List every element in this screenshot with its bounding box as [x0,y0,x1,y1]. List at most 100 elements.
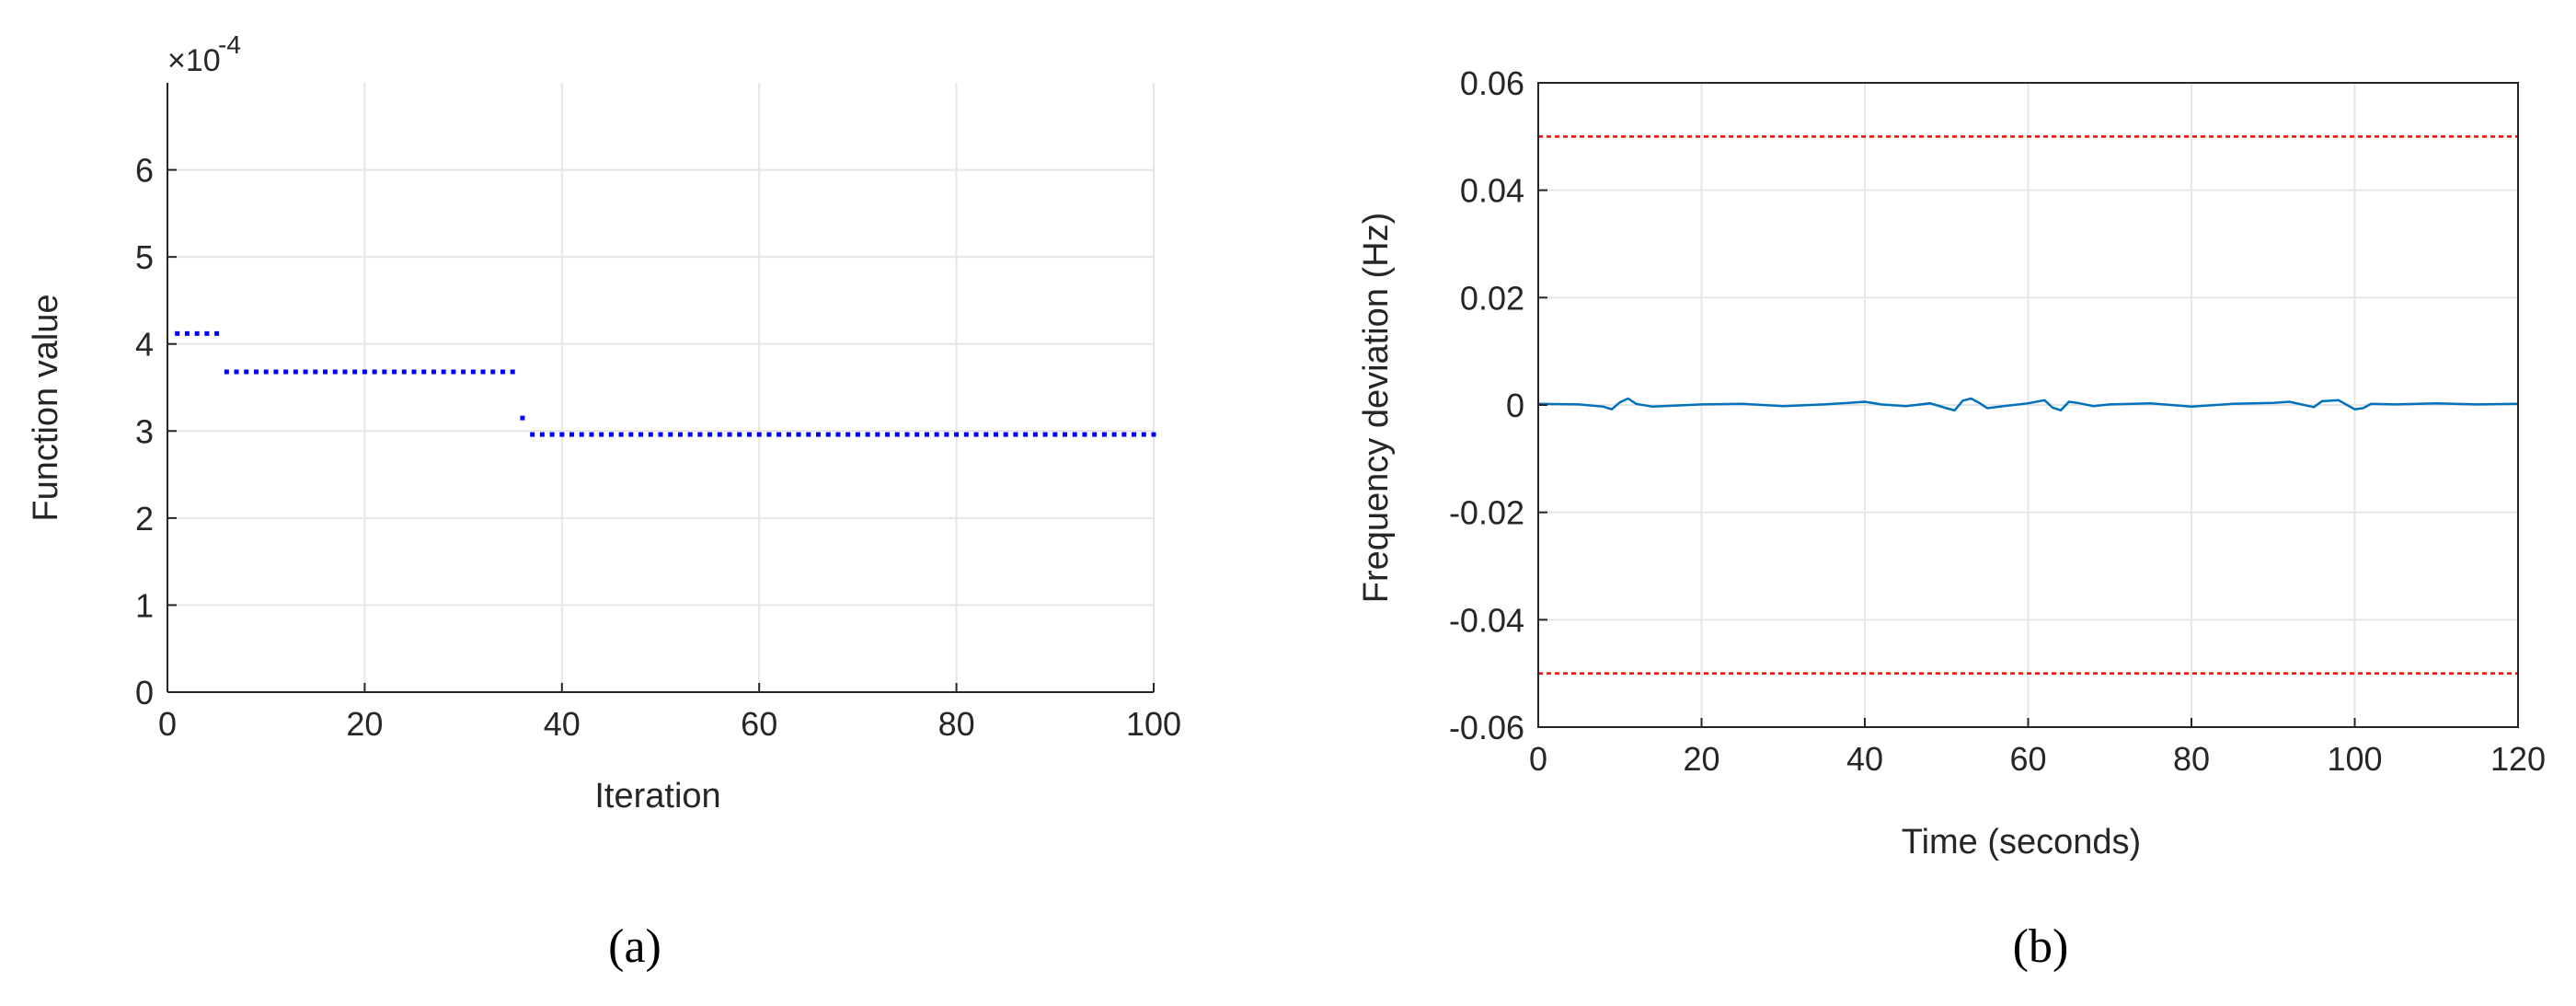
chart-a-point [214,330,220,336]
chart-a-point [273,369,279,375]
chart-b-y-tick-label: 0 [1506,387,1524,424]
chart-b-y-tick-label: -0.04 [1449,601,1524,639]
chart-a-point [727,432,732,437]
chart-a-point [1003,432,1008,437]
chart-a-x-tick-label: 0 [158,705,177,743]
chart-a-point [865,432,870,437]
chart-b-x-tick-label: 120 [2490,740,2546,778]
chart-a-point [687,432,693,437]
chart-a-point [668,432,673,437]
chart-a-point [894,432,900,437]
chart-a-x-tick-label: 80 [938,705,975,743]
chart-a-point [697,432,703,437]
chart-b-x-tick-label: 100 [2327,740,2382,778]
chart-b-x-tick-label: 0 [1529,740,1547,778]
chart-a-point [1132,432,1137,437]
chart-a-point [954,432,960,437]
chart-a-point [530,432,535,437]
chart-a-point [875,432,880,437]
chart-a-point [796,432,801,437]
chart-a-point [707,432,713,437]
chart-a-y-tick-labels: 0 1 2 3 4 5 6 [135,152,154,711]
chart-a-point [737,432,742,437]
chart-a-point [914,432,920,437]
chart-a-point [924,432,929,437]
chart-a-point [904,432,910,437]
chart-a-point [1111,432,1117,437]
chart-a-point [608,432,614,437]
chart-a-point [944,432,949,437]
chart-a-point [461,369,466,375]
chart-a-point [766,432,772,437]
chart-a-point [421,369,427,375]
chart-a-point [352,369,358,375]
chart-a-point [490,369,496,375]
chart-a-point [224,369,229,375]
chart-b-series-line [1537,397,2519,412]
chart-a-point [303,369,308,375]
chart-a-point [1141,432,1146,437]
chart-a-point [1023,432,1029,437]
chart-a-point [1092,432,1098,437]
chart-a-point [648,432,653,437]
chart-a-point [411,369,417,375]
chart-a-point [618,432,624,437]
panel-label-b: (b) [2013,920,2069,973]
chart-a-x-tick-label: 20 [346,705,383,743]
chart-a-point [569,432,575,437]
chart-a-point [244,369,249,375]
chart-a-point [559,432,565,437]
chart-a-point [234,369,239,375]
chart-a-point [500,369,505,375]
chart-a-point [1082,432,1087,437]
chart-a-point [1072,432,1077,437]
chart-a-point [973,432,979,437]
chart-a-y-tick-label: 3 [135,412,154,450]
chart-a-x-axis-label: Iteration [594,777,720,815]
chart-a-point [1032,432,1038,437]
chart-a-exponent-power: -4 [218,30,241,59]
chart-a-point [204,330,210,336]
chart-a-point [342,369,348,375]
chart-b-y-axis-label: Frequency deviation (Hz) [1357,213,1396,604]
chart-a-point [786,432,791,437]
chart-b-y-tick-labels: 0.06 0.04 0.02 0 -0.02 -0.04 -0.06 [1449,64,1524,746]
chart-a-point [599,432,604,437]
chart-b-x-tick-labels: 0 20 40 60 80 100 120 [1529,740,2546,778]
chart-a-point [963,432,969,437]
chart-a-point [362,369,367,375]
chart-a-point [983,432,989,437]
chart-a-point [658,432,663,437]
chart-a-point [806,432,811,437]
chart-a-point [293,369,298,375]
chart-a-exponent-base: ×10 [167,43,221,78]
chart-a-point [323,369,328,375]
chart-a-point [332,369,338,375]
chart-a-point [579,432,584,437]
chart-a-point [520,415,525,421]
chart-a-points [175,330,1156,437]
chart-b-axes [1537,82,2519,728]
chart-a-y-tick-label: 1 [135,586,154,624]
chart-a-point [253,369,259,375]
chart-a-point [677,432,683,437]
chart-a-point [431,369,436,375]
chart-a-point [441,369,446,375]
chart-a-point [1101,432,1107,437]
chart-a-point [549,432,555,437]
chart-a-point [194,330,200,336]
chart-a-point [392,369,397,375]
chart-a-point [263,369,269,375]
chart-b-x-tick-label: 80 [2173,740,2210,778]
chart-a-x-tick-label: 40 [544,705,581,743]
chart-a-point [825,432,831,437]
chart-a-point [628,432,634,437]
chart-a-y-tick-label: 6 [135,152,154,190]
chart-a-y-axis-label: Function value [27,294,65,521]
chart-a-axes [167,83,1155,693]
chart-a-point [776,432,782,437]
chart-a-point [746,432,752,437]
chart-a-point [470,369,476,375]
chart-b-x-tick-label: 60 [2009,740,2046,778]
